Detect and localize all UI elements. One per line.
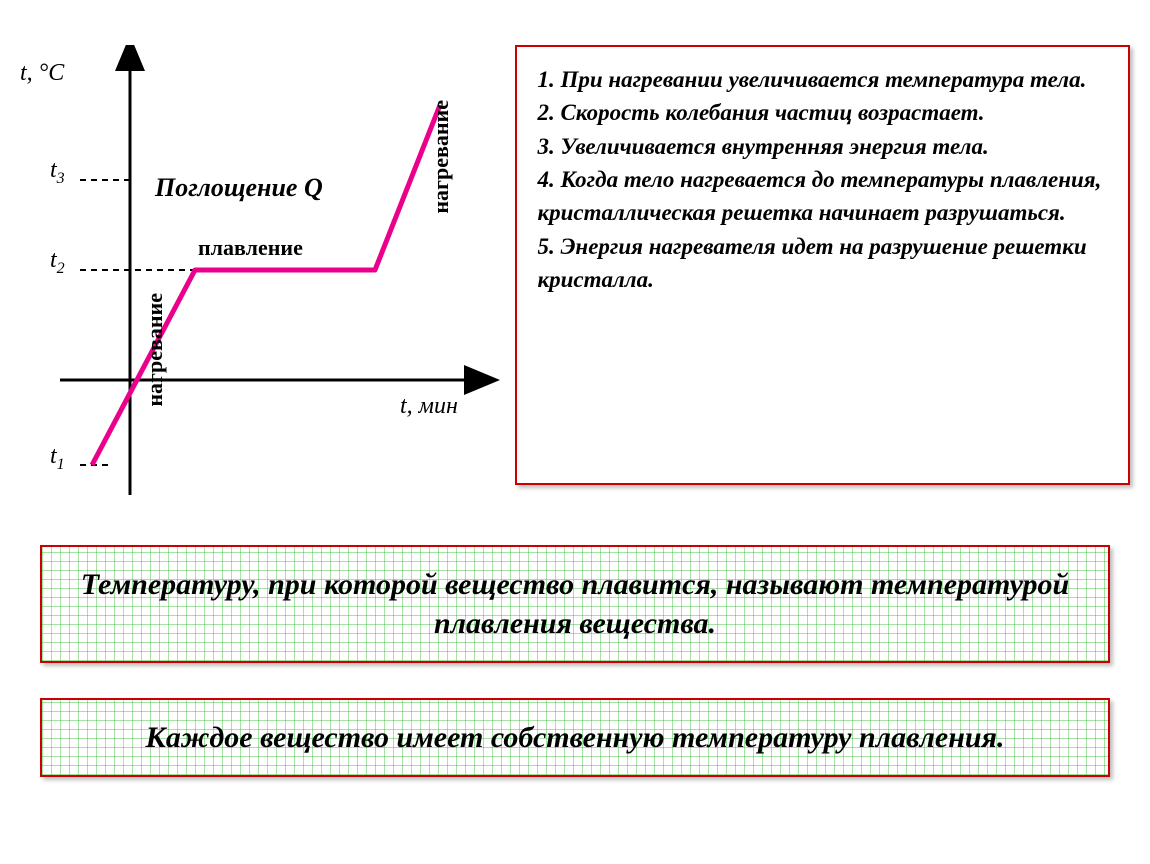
chart-title: Поглощение Q [155, 173, 323, 203]
tick-t1-sub: 1 [57, 456, 65, 473]
tick-t2: t2 [50, 247, 65, 278]
tick-t1: t1 [50, 443, 65, 474]
tick-t1-sym: t [50, 443, 57, 469]
tick-t3: t3 [50, 157, 65, 188]
banner-2: Каждое вещество имеет собственную темпер… [40, 698, 1110, 777]
tick-t2-sub: 2 [57, 260, 65, 277]
chart-container: t, °C t, мин t3 t2 t1 Поглощение Q нагре… [20, 45, 495, 485]
tick-t2-sym: t [50, 247, 57, 273]
note-3: 3. Увеличивается внутренняя энергия тела… [537, 130, 1108, 163]
banner-1: Температуру, при которой вещество плавит… [40, 545, 1110, 663]
heating-curve [92, 105, 440, 465]
y-axis-label: t, °C [20, 60, 64, 87]
x-axis-label: t, мин [400, 393, 458, 420]
top-row: t, °C t, мин t3 t2 t1 Поглощение Q нагре… [0, 0, 1150, 505]
tick-t3-sym: t [50, 157, 57, 183]
note-1: 1. При нагревании увеличивается температ… [537, 63, 1108, 96]
note-5: 5. Энергия нагревателя идет на разрушени… [537, 230, 1108, 297]
segment-melting: плавление [198, 235, 303, 261]
note-2: 2. Скорость колебания частиц возрастает. [537, 96, 1108, 129]
segment-heating-1: нагревание [142, 293, 168, 407]
tick-t3-sub: 3 [57, 170, 65, 187]
notes-box: 1. При нагревании увеличивается температ… [515, 45, 1130, 485]
segment-heating-2: нагревание [428, 100, 454, 214]
note-4: 4. Когда тело нагревается до температуры… [537, 163, 1108, 230]
banners-container: Температуру, при которой вещество плавит… [0, 545, 1150, 777]
